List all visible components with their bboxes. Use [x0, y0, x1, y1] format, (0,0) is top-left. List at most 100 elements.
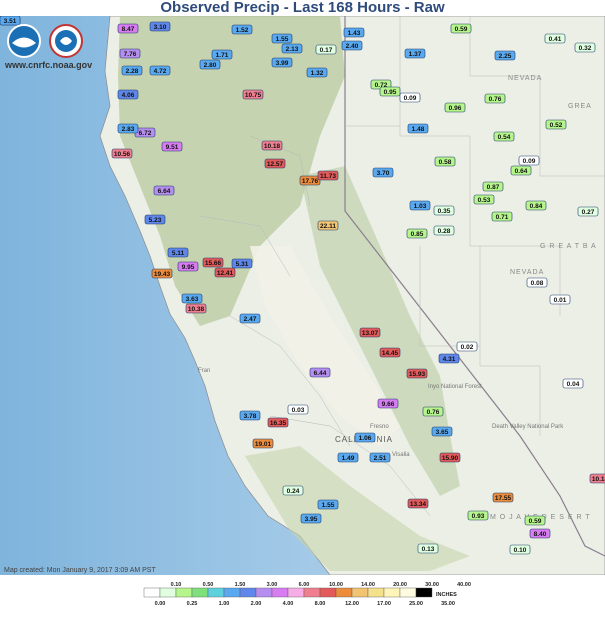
station-marker[interactable]: 1.55: [271, 33, 293, 44]
station-marker[interactable]: 0.24: [282, 485, 304, 496]
station-marker[interactable]: 1.43: [343, 27, 365, 38]
station-marker[interactable]: 17.55: [492, 492, 514, 503]
station-marker[interactable]: 0.71: [491, 211, 513, 222]
station-marker[interactable]: 0.76: [422, 406, 444, 417]
station-marker[interactable]: 0.17: [315, 44, 337, 55]
station-box: [315, 44, 337, 55]
station-marker[interactable]: 9.66: [377, 398, 399, 409]
station-marker[interactable]: 5.31: [231, 258, 253, 269]
station-marker[interactable]: 2.25: [494, 50, 516, 61]
station-marker[interactable]: 14.45: [379, 347, 401, 358]
station-marker[interactable]: 10.18: [589, 473, 605, 484]
station-marker[interactable]: 0.28: [433, 225, 455, 236]
southern-ranges: [245, 446, 470, 571]
station-marker[interactable]: 4.72: [149, 65, 171, 76]
legend-top-label: 30.00: [425, 582, 439, 588]
station-marker[interactable]: 11.73: [317, 170, 339, 181]
station-marker[interactable]: 12.57: [264, 158, 286, 169]
station-marker[interactable]: 4.06: [117, 89, 139, 100]
site-url[interactable]: www.cnrfc.noaa.gov: [5, 60, 93, 70]
station-marker[interactable]: 10.18: [261, 140, 283, 151]
station-marker[interactable]: 0.01: [549, 294, 571, 305]
station-marker[interactable]: 1.32: [306, 67, 328, 78]
station-marker[interactable]: 1.03: [409, 200, 431, 211]
station-marker[interactable]: 3.95: [300, 513, 322, 524]
station-marker[interactable]: 1.37: [404, 48, 426, 59]
station-marker[interactable]: 10.56: [111, 148, 133, 159]
station-marker[interactable]: 19.01: [252, 438, 274, 449]
station-marker[interactable]: 3.70: [372, 167, 394, 178]
station-marker[interactable]: 0.09: [518, 155, 540, 166]
station-marker[interactable]: 22.11: [317, 220, 339, 231]
station-marker[interactable]: 2.83: [117, 123, 139, 134]
station-marker[interactable]: 17.76: [299, 175, 321, 186]
station-marker[interactable]: 3.99: [271, 57, 293, 68]
station-marker[interactable]: 0.02: [456, 341, 478, 352]
station-marker[interactable]: 13.34: [407, 498, 429, 509]
station-marker[interactable]: 0.35: [433, 205, 455, 216]
station-marker[interactable]: 10.75: [242, 89, 264, 100]
station-marker[interactable]: 9.51: [161, 141, 183, 152]
station-marker[interactable]: 2.51: [369, 452, 391, 463]
station-marker[interactable]: 0.09: [399, 92, 421, 103]
station-marker[interactable]: 4.31: [438, 353, 460, 364]
station-marker[interactable]: 0.58: [434, 156, 456, 167]
station-marker[interactable]: 16.35: [267, 417, 289, 428]
station-marker[interactable]: 6.64: [153, 185, 175, 196]
station-marker[interactable]: 3.63: [181, 293, 203, 304]
station-marker[interactable]: 0.41: [544, 33, 566, 44]
station-marker[interactable]: 2.13: [281, 43, 303, 54]
station-marker[interactable]: 0.03: [287, 404, 309, 415]
station-marker[interactable]: 15.93: [406, 368, 428, 379]
station-marker[interactable]: 7.76: [119, 48, 141, 59]
station-marker[interactable]: 2.47: [239, 313, 261, 324]
station-marker[interactable]: 1.52: [231, 24, 253, 35]
station-marker[interactable]: 0.13: [417, 543, 439, 554]
station-marker[interactable]: 15.66: [202, 257, 224, 268]
station-marker[interactable]: 0.10: [509, 544, 531, 555]
station-marker[interactable]: 8.47: [117, 23, 139, 34]
station-marker[interactable]: 0.52: [545, 119, 567, 130]
station-marker[interactable]: 0.95: [379, 86, 401, 97]
station-marker[interactable]: 2.28: [121, 65, 143, 76]
station-marker[interactable]: 13.07: [359, 327, 381, 338]
station-marker[interactable]: 0.54: [493, 131, 515, 142]
station-marker[interactable]: 0.64: [510, 165, 532, 176]
station-marker[interactable]: 0.84: [525, 200, 547, 211]
station-marker[interactable]: 3.78: [239, 410, 261, 421]
station-marker[interactable]: 5.11: [167, 247, 189, 258]
station-marker[interactable]: 0.59: [450, 23, 472, 34]
station-marker[interactable]: 0.32: [574, 42, 596, 53]
station-marker[interactable]: 0.96: [444, 102, 466, 113]
station-marker[interactable]: 0.87: [482, 181, 504, 192]
station-marker[interactable]: 1.55: [317, 499, 339, 510]
station-marker[interactable]: 0.59: [524, 515, 546, 526]
station-marker[interactable]: 1.71: [211, 49, 233, 60]
station-marker[interactable]: 19.43: [151, 268, 173, 279]
station-marker[interactable]: 1.48: [407, 123, 429, 134]
precip-map[interactable]: NEVADA GREA G R E A T B A NEVADA CALIFOR…: [0, 16, 605, 575]
legend-bottom-label: 1.00: [219, 601, 230, 607]
station-marker[interactable]: 2.40: [341, 40, 363, 51]
station-marker[interactable]: 8.40: [529, 528, 551, 539]
station-marker[interactable]: 0.04: [562, 378, 584, 389]
station-marker[interactable]: 9.95: [177, 261, 199, 272]
station-marker[interactable]: 0.27: [577, 206, 599, 217]
station-marker[interactable]: 12.41: [214, 267, 236, 278]
station-marker[interactable]: 3.65: [431, 426, 453, 437]
station-marker[interactable]: 0.93: [467, 510, 489, 521]
station-marker[interactable]: 3.10: [149, 21, 171, 32]
station-marker[interactable]: 0.85: [406, 228, 428, 239]
station-marker[interactable]: 5.23: [144, 214, 166, 225]
station-marker[interactable]: 1.49: [337, 452, 359, 463]
station-marker[interactable]: 0.08: [526, 277, 548, 288]
station-marker[interactable]: 0.53: [473, 194, 495, 205]
station-marker[interactable]: 2.80: [199, 59, 221, 70]
station-marker[interactable]: 1.06: [354, 432, 376, 443]
station-marker[interactable]: 15.90: [439, 452, 461, 463]
station-value: 3.70: [377, 170, 390, 177]
station-marker[interactable]: 10.38: [185, 303, 207, 314]
station-marker[interactable]: 3.51: [0, 16, 21, 26]
station-marker[interactable]: 6.44: [309, 367, 331, 378]
station-marker[interactable]: 0.76: [484, 93, 506, 104]
